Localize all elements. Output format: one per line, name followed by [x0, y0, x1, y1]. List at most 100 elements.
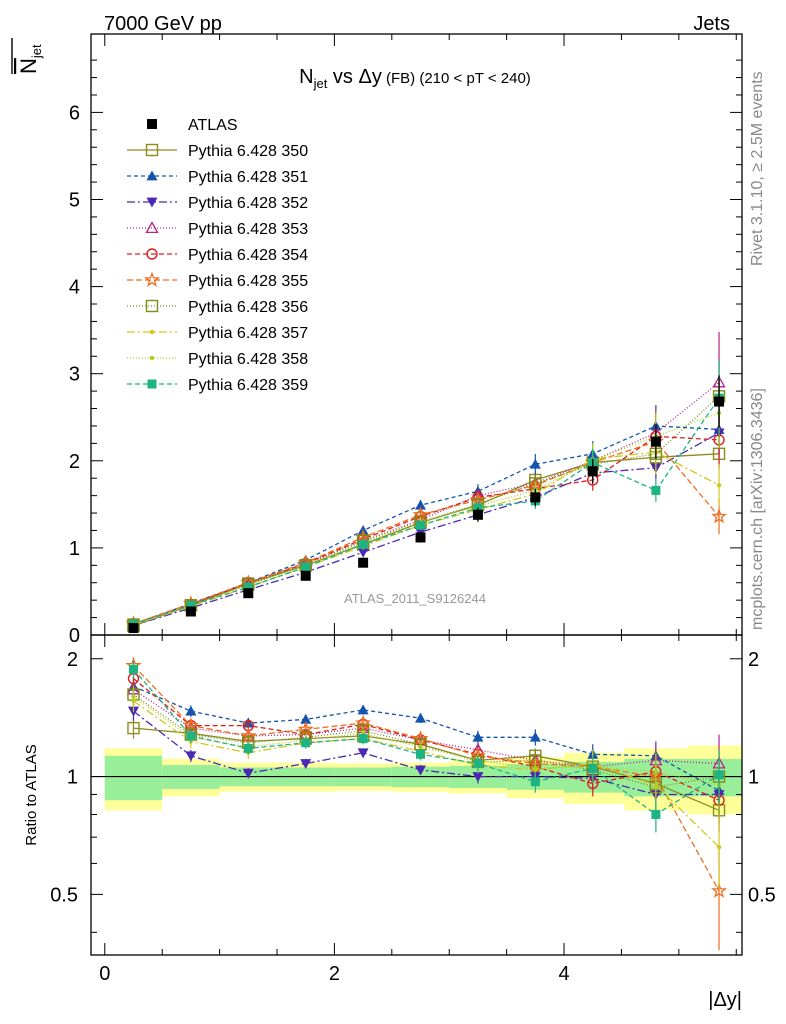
- data-point-pythia-351: [415, 499, 427, 510]
- ratio-point-pythia-350: [127, 721, 140, 735]
- ratio-y-axis-label: Ratio to ATLAS: [23, 744, 40, 845]
- x-axis-label: |Δy|: [708, 989, 742, 1011]
- y-tick-label: 1: [69, 538, 80, 560]
- ratio-point-pythia-359: [358, 734, 368, 744]
- ratio-point-pythia-357: [716, 844, 722, 850]
- legend-label-pythia-355: Pythia 6.428 355: [188, 273, 308, 290]
- legend-marker-pythia-359: [147, 379, 157, 389]
- main-axis-ticks: 0 1 2 3 4 5 6: [69, 34, 742, 647]
- x-tick-label: 4: [558, 963, 569, 985]
- legend-label-pythia-352: Pythia 6.428 352: [188, 195, 308, 212]
- data-point-pythia-352: [357, 547, 369, 558]
- ratio-point-pythia-358: [418, 744, 423, 750]
- data-point-pythia-359: [243, 582, 253, 592]
- data-point-pythia-359: [416, 520, 426, 530]
- ratio-point-pythia-359: [186, 731, 196, 741]
- atlas-data-point: [472, 509, 483, 520]
- ratio-axis-ticks: 0.5 0.5 1 1 2 2: [50, 635, 776, 955]
- main-panel: 0 1 2 3 4 5 6 ATLAS_2011_S9126244 Njet vs Δy (…: [11, 33, 743, 647]
- y-tick-label: 4: [69, 277, 80, 299]
- legend-label-pythia-356: Pythia 6.428 356: [188, 299, 308, 316]
- series-line-pythia-356: [133, 395, 720, 626]
- ratio-point-pythia-351: [472, 731, 484, 742]
- plot-title: Njet vs Δy (FB) (210 < pT < 240): [299, 66, 531, 91]
- y-tick-label: 5: [69, 189, 80, 211]
- x-tick-label: 2: [329, 963, 340, 985]
- atlas-data-point: [530, 492, 541, 503]
- data-point-pythia-357: [716, 482, 722, 488]
- ratio-point-pythia-359: [588, 763, 598, 773]
- ratio-point-pythia-352: [300, 759, 312, 769]
- plot-title-text: Njet vs Δy (FB) (210 < pT < 240): [299, 66, 531, 91]
- legend-label-pythia-357: Pythia 6.428 357: [188, 325, 308, 342]
- ratio-point-pythia-359: [714, 770, 724, 780]
- data-point-pythia-359: [358, 539, 368, 549]
- atlas-data-point: [185, 606, 196, 617]
- legend-marker-pythia-357: [149, 329, 155, 335]
- ratio-point-pythia-351: [357, 704, 369, 715]
- ratio-tick-label-right: 0.5: [748, 884, 776, 906]
- legend-marker-pythia-351: [146, 170, 158, 181]
- ratio-line-pythia-357: [133, 700, 720, 848]
- atlas-data-point: [243, 588, 254, 599]
- main-series-group: [125, 331, 727, 634]
- y-tick-label: 0: [69, 625, 80, 647]
- y-tick-label: 2: [69, 451, 80, 473]
- ratio-point-pythia-351: [185, 705, 197, 716]
- ratio-panel: 0.5 0.5 1 1 2 2 Ratio to ATLAS 0 2 4 |Δy|: [23, 634, 776, 1011]
- analysis-watermark: ATLAS_2011_S9126244: [344, 591, 486, 606]
- legend: ATLAS Pythia 6.428 350 Pythia 6.428 351 Pyt…: [127, 117, 308, 394]
- legend-label-pythia-358: Pythia 6.428 358: [188, 351, 308, 368]
- ratio-point-pythia-359: [243, 743, 253, 753]
- legend-marker-pythia-358: [149, 355, 155, 361]
- ratio-point-pythia-352: [472, 772, 484, 783]
- ratio-frame: [90, 634, 743, 956]
- y-tick-label: 6: [69, 102, 80, 124]
- x-axis-tick-labels: 0 2 4: [99, 963, 569, 985]
- ratio-point-pythia-359: [416, 749, 426, 759]
- ratio-point-pythia-359: [651, 809, 661, 819]
- data-point-pythia-355: [711, 508, 727, 524]
- series-line-pythia-352: [133, 432, 720, 627]
- data-point-pythia-351: [529, 458, 541, 469]
- legend-label-pythia-359: Pythia 6.428 359: [188, 377, 308, 394]
- mcplots-reference-label: mcplots.cern.ch [arXiv:1306.3436]: [749, 388, 766, 630]
- legend-marker-pythia-356: [145, 299, 159, 313]
- atlas-data-point: [587, 466, 598, 477]
- collision-label: 7000 GeV pp: [104, 13, 222, 35]
- series-line-pythia-359: [133, 397, 720, 625]
- atlas-data-point: [714, 396, 725, 407]
- ratio-tick-label: 0.5: [50, 884, 78, 906]
- data-point-pythia-359: [651, 485, 661, 495]
- ratio-tick-label: 2: [67, 649, 78, 671]
- category-label: Jets: [693, 13, 730, 35]
- legend-label-pythia-354: Pythia 6.428 354: [188, 247, 308, 264]
- ratio-point-pythia-351: [415, 712, 427, 723]
- data-point-pythia-359: [301, 562, 311, 572]
- ratio-series-group: [125, 657, 727, 951]
- atlas-data-point: [650, 436, 661, 447]
- ratio-point-pythia-359: [530, 777, 540, 787]
- legend-marker-pythia-354: [146, 248, 158, 260]
- ratio-point-pythia-351: [300, 713, 312, 724]
- atlas-data-point: [358, 557, 369, 568]
- legend-label-pythia-351: Pythia 6.428 351: [188, 169, 308, 186]
- data-point-pythia-359: [186, 600, 196, 610]
- rivet-version-label: Rivet 3.1.10, ≥ 2.5M events: [749, 71, 766, 266]
- atlas-data-point: [415, 532, 426, 543]
- main-y-axis-label: Njet: [11, 38, 44, 74]
- ratio-point-pythia-359: [473, 758, 483, 768]
- ratio-band-inner-bin: [104, 755, 163, 801]
- ratio-tick-label: 1: [67, 767, 78, 789]
- ratio-point-pythia-352: [242, 768, 254, 779]
- ratio-point-pythia-352: [415, 765, 427, 776]
- ratio-point-pythia-358: [533, 766, 538, 771]
- legend-label-pythia-350: Pythia 6.428 350: [188, 143, 308, 160]
- ratio-point-pythia-358: [653, 769, 659, 774]
- atlas-data-point: [128, 623, 139, 634]
- ratio-tick-label-right: 2: [748, 649, 759, 671]
- main-y-axis-text: Njet: [16, 44, 44, 74]
- ratio-line-pythia-356: [133, 694, 720, 788]
- atlas-data-point: [300, 570, 311, 581]
- ratio-point-pythia-359: [301, 738, 311, 748]
